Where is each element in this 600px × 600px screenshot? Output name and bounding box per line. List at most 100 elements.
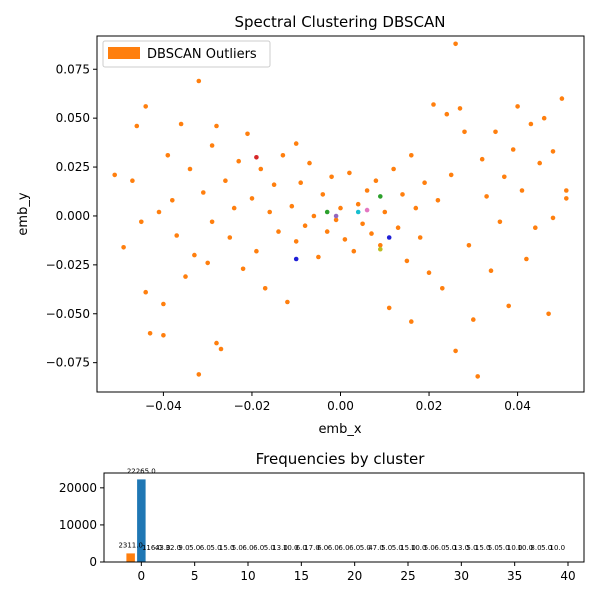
scatter-point	[302, 223, 308, 228]
scatter-point	[293, 256, 299, 262]
legend-box	[102, 40, 271, 68]
scatter-point	[479, 156, 485, 162]
scatter-point	[324, 209, 330, 215]
bar-data-label: 10.0	[507, 544, 523, 552]
scatter-x-tick-label: −0.02	[234, 399, 271, 413]
bar-data-label: 10.0	[411, 544, 427, 552]
bar-data-label: 6.0	[349, 544, 360, 552]
scatter-point	[236, 158, 241, 164]
scatter-point	[466, 243, 472, 248]
bar	[126, 553, 135, 562]
bar-title: Frequencies by cluster	[256, 450, 426, 468]
bar-data-label: 5.0	[541, 544, 552, 552]
scatter-point	[254, 155, 259, 160]
bar	[137, 479, 146, 562]
scatter-point	[475, 374, 481, 379]
scatter-point	[541, 115, 547, 121]
scatter-point	[218, 346, 224, 352]
scatter-point	[502, 174, 507, 180]
scatter-point	[355, 201, 361, 207]
bar-data-label: 6.0	[328, 544, 339, 552]
bar-data-label: 9.0	[178, 544, 189, 552]
scatter-point	[192, 252, 197, 258]
scatter-point	[373, 178, 379, 183]
scatter-points	[112, 41, 569, 379]
scatter-point	[382, 209, 388, 215]
bar-data-label: 6.0	[317, 544, 328, 552]
scatter-point	[134, 123, 140, 129]
scatter-point	[519, 188, 525, 193]
scatter-point	[453, 41, 458, 47]
bar-x-tick-label: 0	[138, 569, 146, 583]
bar-x-tick-label: 5	[191, 569, 199, 583]
bar-x-tick-label: 25	[400, 569, 415, 583]
scatter-point	[196, 372, 202, 377]
scatter-point	[528, 121, 534, 127]
scatter-point	[559, 96, 565, 101]
legend-swatch-outliers	[108, 47, 140, 59]
scatter-point	[510, 147, 516, 152]
bar-data-label: 47.0	[368, 544, 384, 552]
scatter-point	[187, 166, 193, 172]
scatter-x-ticks: −0.04 −0.02 0.00 0.02 0.04	[145, 392, 531, 413]
bar-data-label: 13.0	[454, 544, 470, 552]
scatter-y-tick-label: 0.075	[56, 62, 90, 76]
scatter-point	[506, 303, 512, 309]
scatter-point	[316, 254, 321, 260]
scatter-point	[426, 270, 432, 276]
scatter-point	[333, 217, 339, 223]
bar-data-label: 15.0	[219, 544, 235, 552]
scatter-point	[258, 166, 264, 172]
scatter-point	[515, 104, 520, 109]
scatter-y-tick-label: −0.025	[46, 258, 90, 272]
bar-data-label: 17.0	[304, 544, 320, 552]
scatter-point	[533, 225, 538, 230]
scatter-point	[409, 153, 414, 158]
scatter-x-tick-label: 0.00	[327, 399, 354, 413]
bar-x-ticks: 0 5 10 15 20 25 30 35 40	[138, 562, 576, 583]
bar-data-label: 5.0	[424, 544, 435, 552]
scatter-point	[497, 219, 503, 225]
scatter-point	[178, 121, 184, 127]
scatter-point	[378, 243, 383, 248]
scatter-x-tick-label: 0.02	[416, 399, 443, 413]
scatter-point	[276, 229, 281, 234]
scatter-point	[183, 274, 188, 279]
scatter-chart: Spectral Clustering DBSCAN −0.04 −0.02 0.0…	[16, 13, 585, 437]
scatter-point	[324, 229, 330, 234]
bar-chart: Frequencies by cluster 2311.0 22265.0 116.…	[59, 450, 585, 583]
scatter-point	[267, 209, 273, 215]
scatter-point	[364, 188, 370, 193]
scatter-point	[205, 260, 210, 266]
bar-data-label: 5.0	[189, 544, 200, 552]
bar-x-tick-label: 20	[347, 569, 362, 583]
bar-y-tick-label: 10000	[59, 518, 97, 532]
bar-data-label: 5.0	[381, 544, 392, 552]
bar-data-label: 10.0	[518, 544, 534, 552]
scatter-point	[369, 231, 374, 236]
scatter-point	[360, 221, 365, 227]
bar-data-label: 43.0	[155, 544, 171, 552]
bar-data-label: 10.0	[550, 544, 566, 552]
scatter-point	[444, 111, 450, 117]
scatter-point	[386, 305, 392, 311]
scatter-point	[550, 149, 556, 154]
bar-data-label: 5.0	[445, 544, 456, 552]
bar-y-tick-label: 0	[89, 555, 97, 569]
bar-y-tick-label: 20000	[59, 481, 97, 495]
scatter-point	[413, 205, 419, 211]
scatter-point	[457, 106, 463, 111]
scatter-point	[209, 219, 215, 225]
bar-data-label: 5.0	[232, 544, 243, 552]
bar-data-label: 15.0	[475, 544, 491, 552]
scatter-point	[240, 266, 246, 272]
bar-data-label: 32.0	[166, 544, 182, 552]
scatter-y-tick-label: −0.075	[46, 356, 90, 370]
scatter-point	[417, 235, 423, 240]
bar-x-tick-label: 10	[240, 569, 255, 583]
bar-data-label: 6.0	[434, 544, 445, 552]
scatter-point	[493, 129, 498, 135]
bar-data-label: 6.0	[296, 544, 307, 552]
scatter-point	[156, 209, 162, 215]
